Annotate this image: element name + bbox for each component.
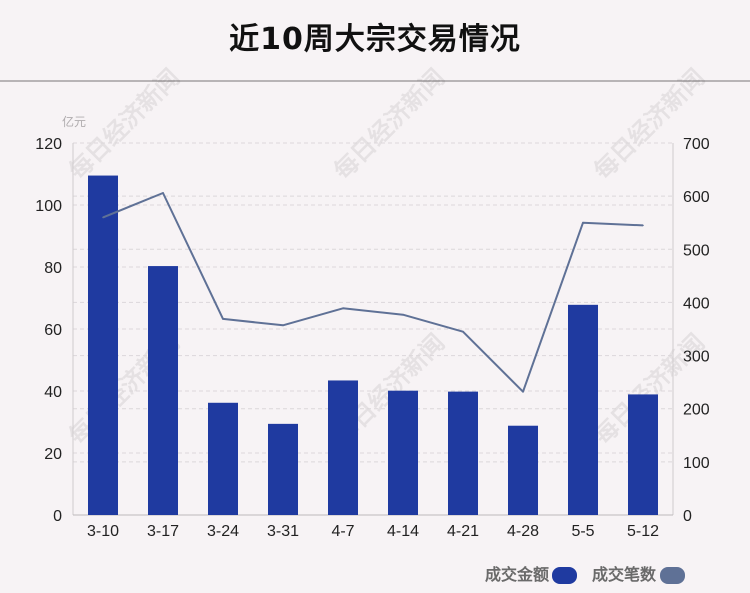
- y-left-tick-120: 120: [35, 136, 62, 153]
- x-tick-4-7: 4-7: [331, 523, 354, 540]
- line-point-4-21: [462, 330, 464, 333]
- line-point-3-17: [162, 192, 164, 194]
- y-right-tick-100: 100: [683, 455, 710, 472]
- legend-label-0: 成交金额: [485, 565, 549, 584]
- bar-series: [88, 175, 658, 516]
- chart-title: 近10周大宗交易情况: [229, 22, 521, 57]
- y-right-tick-0: 0: [683, 508, 692, 525]
- line-point-5-5: [582, 221, 584, 224]
- line-point-4-28: [522, 390, 524, 393]
- bar-5-5: [568, 304, 598, 515]
- bar-3-17: [148, 266, 178, 515]
- line-point-3-24: [222, 318, 224, 320]
- bar-3-24: [208, 402, 238, 515]
- watermark-text-2: 每日经济新闻: [588, 63, 710, 185]
- legend-label-1: 成交笔数: [592, 565, 657, 584]
- line-path-count: [102, 192, 644, 393]
- bar-4-28: [508, 425, 538, 515]
- tick-labels: 0 20 40 60 80 100 120 0 100 200 300 400 500 600 700 3-1…: [35, 114, 710, 540]
- line-series: [102, 192, 644, 393]
- bar-3-31: [268, 423, 298, 515]
- bar-4-21: [448, 391, 478, 515]
- x-tick-3-17: 3-17: [147, 523, 179, 540]
- line-point-3-10: [102, 216, 104, 219]
- y-left-tick-20: 20: [44, 446, 62, 463]
- watermark-text-1: 每日经济新闻: [328, 63, 450, 185]
- legend: 成交金额 成交笔数: [485, 565, 685, 584]
- y-left-unit-label: 亿元: [62, 114, 86, 129]
- line-point-3-31: [282, 324, 284, 327]
- x-tick-5-5: 5-5: [571, 523, 594, 540]
- title-divider: [0, 80, 750, 82]
- bar-5-12: [628, 394, 658, 515]
- y-right-tick-600: 600: [683, 189, 710, 206]
- y-right-tick-300: 300: [683, 349, 710, 366]
- y-left-tick-80: 80: [44, 260, 62, 277]
- x-tick-3-31: 3-31: [267, 523, 299, 540]
- bar-3-10: [88, 175, 118, 516]
- x-tick-3-24: 3-24: [207, 523, 239, 540]
- y-left-tick-60: 60: [44, 322, 62, 339]
- x-tick-5-12: 5-12: [627, 523, 659, 540]
- y-right-tick-700: 700: [683, 136, 710, 153]
- y-right-tick-400: 400: [683, 295, 710, 312]
- y-left-tick-100: 100: [35, 198, 62, 215]
- legend-swatch-0: [552, 567, 577, 584]
- x-tick-4-28: 4-28: [507, 523, 539, 540]
- y-right-tick-500: 500: [683, 242, 710, 259]
- bar-4-14: [388, 390, 418, 515]
- line-point-4-14: [402, 313, 404, 316]
- line-point-4-7: [342, 307, 344, 310]
- bar-4-7: [328, 380, 358, 515]
- legend-swatch-1: [660, 567, 685, 584]
- x-tick-4-14: 4-14: [387, 523, 419, 540]
- y-right-tick-200: 200: [683, 402, 710, 419]
- y-left-tick-0: 0: [53, 508, 62, 525]
- line-point-5-12: [642, 224, 644, 227]
- y-left-tick-40: 40: [44, 384, 62, 401]
- x-tick-3-10: 3-10: [87, 523, 119, 540]
- x-tick-4-21: 4-21: [447, 523, 479, 540]
